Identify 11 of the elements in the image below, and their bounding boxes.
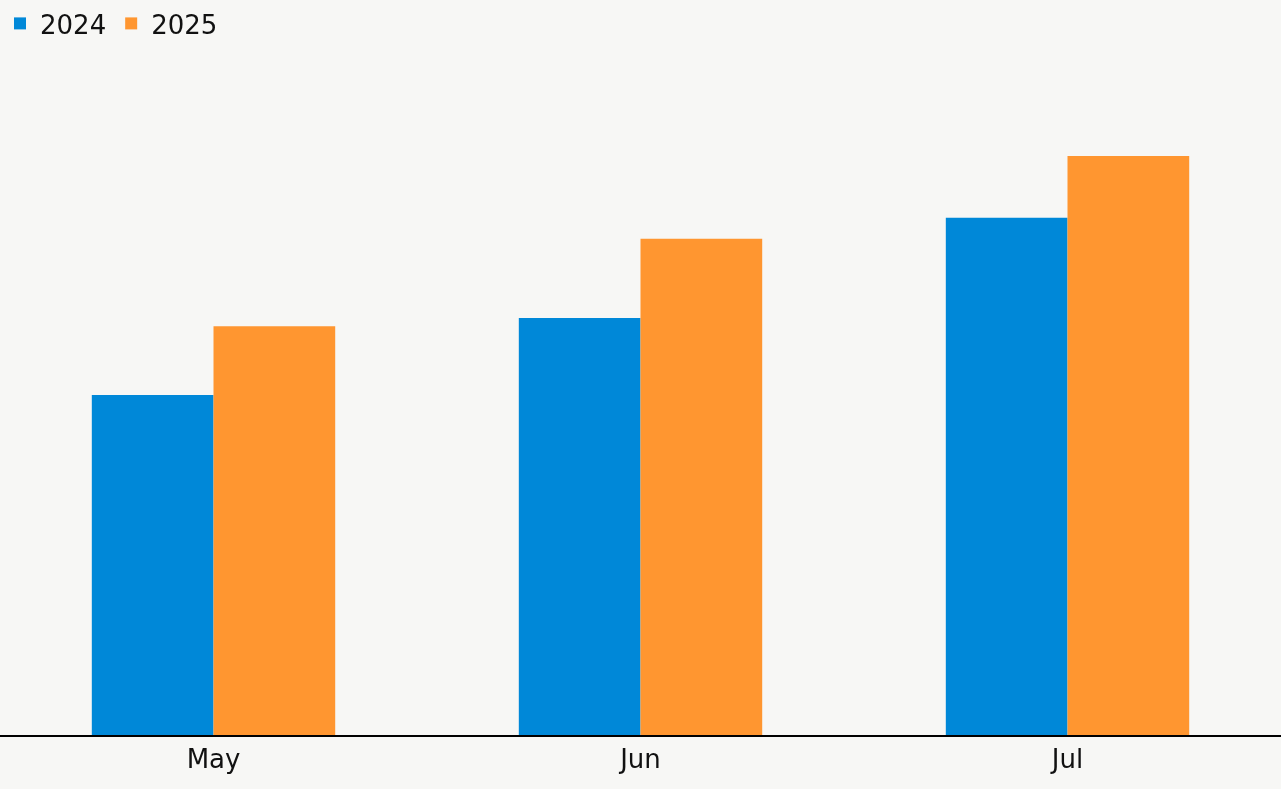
bar [91,395,214,735]
bar [945,217,1068,735]
bar [1067,155,1190,735]
bar [518,318,641,735]
bar [640,238,763,735]
legend-label: 2025 [151,9,218,40]
bar [213,326,336,735]
x-tick-label: May [186,744,241,775]
x-tick-label: Jun [618,744,661,775]
x-tick-label: Jul [1049,744,1084,775]
legend-label: 2024 [40,9,107,40]
